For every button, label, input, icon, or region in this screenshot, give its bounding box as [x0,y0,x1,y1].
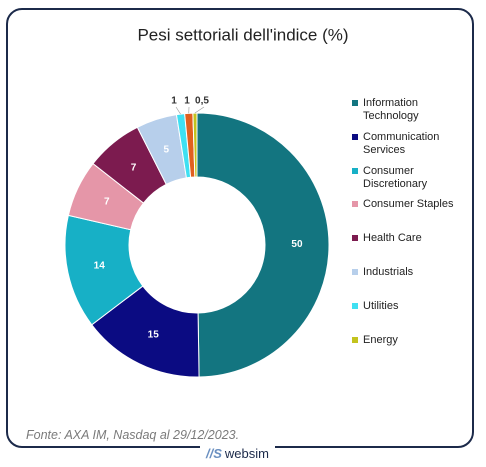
legend-swatch [352,302,358,309]
data-label: 1 [171,96,177,107]
data-label: 7 [131,162,137,173]
legend-swatch [352,167,358,174]
legend-label: Health Care [363,232,422,245]
legend-swatch [352,201,358,208]
data-label: 1 [184,96,190,107]
logo-text: websim [224,446,269,461]
legend-label: Consumer Staples [363,198,454,211]
donut-slice [192,112,198,178]
legend-label: Energy [363,333,398,346]
legend-item: Utilities [352,300,462,313]
legend-item: Energy [352,334,462,347]
legend-label: Communication Services [363,130,440,156]
legend-item: Industrials [352,266,462,279]
legend-item: Consumer Discretionary [352,165,462,191]
data-label: 0,5 [195,96,209,107]
legend-label: Utilities [363,299,399,312]
data-label: 15 [148,330,160,341]
data-label: 14 [94,261,106,272]
source-note: Fonte: AXA IM, Nasdaq al 29/12/2023. [26,428,240,442]
legend-item: Information Technology [352,97,462,123]
chart-title: Pesi settoriali dell'indice (%) [137,25,348,44]
legend-swatch [352,235,358,242]
logo-icon: //S [206,446,222,461]
leader-line [194,106,205,114]
data-label: 5 [163,144,169,155]
legend-item: Consumer Staples [352,198,462,211]
legend-item: Communication Services [352,131,462,157]
logo: //S websim [200,446,275,461]
donut-slice [196,112,330,378]
legend-swatch [352,269,358,275]
legend-item: Health Care [352,232,462,245]
legend-label: Industrials [363,266,414,278]
data-label: 50 [291,239,303,250]
legend-label: Information Technology [363,97,419,122]
legend-swatch [352,336,358,343]
legend-swatch [352,133,358,140]
data-label: 7 [104,197,110,208]
leader-line [175,106,181,115]
legend-label: Consumer Discretionary [363,164,428,190]
legend-swatch [352,100,358,106]
